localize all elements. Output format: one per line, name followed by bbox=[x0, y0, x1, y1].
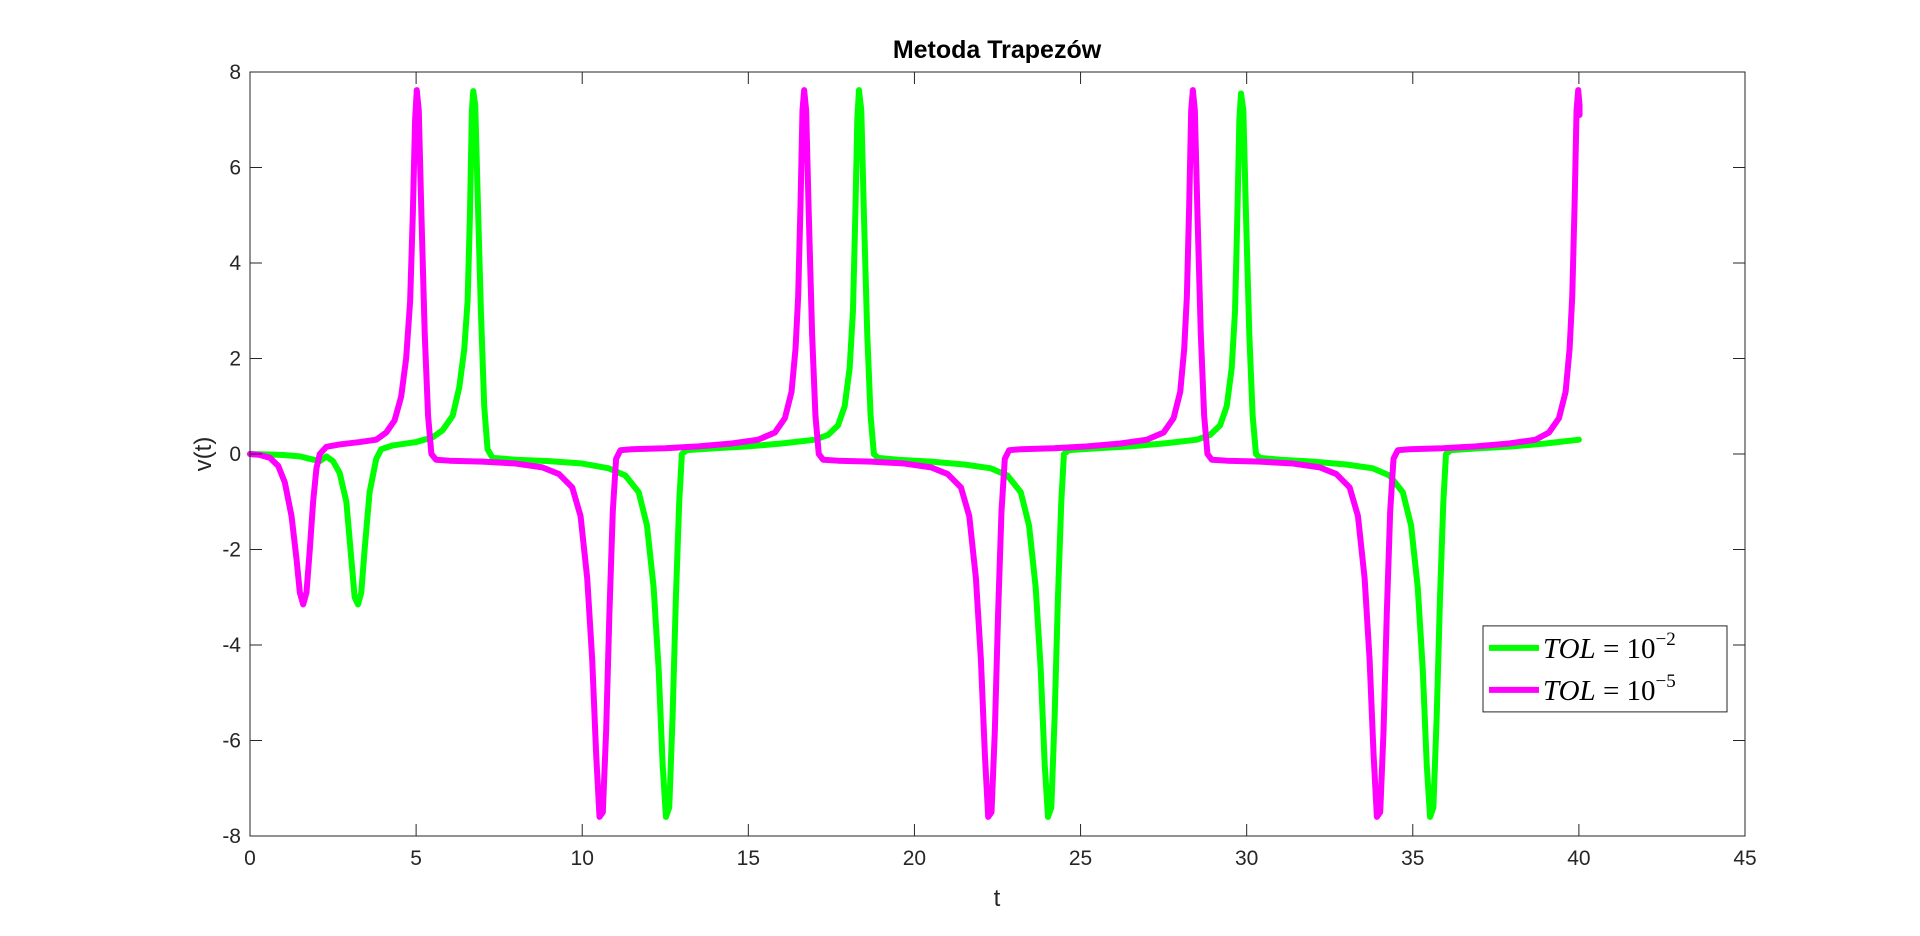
y-tick-label: -6 bbox=[222, 730, 241, 753]
legend-var: TOL bbox=[1543, 675, 1596, 707]
x-tick-label: 40 bbox=[1567, 847, 1590, 870]
y-tick-label: 0 bbox=[229, 443, 241, 466]
y-tick-label: 6 bbox=[229, 157, 241, 180]
x-tick-label: 10 bbox=[571, 847, 594, 870]
x-tick-label: 45 bbox=[1733, 847, 1756, 870]
legend-label-2: TOL = 10−5 bbox=[1543, 671, 1676, 707]
y-axis-label: v(t) bbox=[190, 437, 217, 472]
x-tick-label: 25 bbox=[1069, 847, 1092, 870]
x-tick-label: 0 bbox=[244, 847, 256, 870]
series-layer bbox=[247, 87, 1583, 820]
legend-base: 10 bbox=[1627, 633, 1656, 665]
x-tick-label: 5 bbox=[410, 847, 422, 870]
legend-exponent: −5 bbox=[1656, 671, 1676, 692]
chart-title: Metoda Trapezów bbox=[893, 36, 1102, 64]
y-tick-label: -2 bbox=[222, 539, 241, 562]
x-tick-label: 15 bbox=[737, 847, 760, 870]
legend-box bbox=[1482, 625, 1728, 713]
legend-equals: = bbox=[1596, 675, 1627, 707]
x-tick-label: 35 bbox=[1401, 847, 1424, 870]
legend-equals: = bbox=[1596, 633, 1627, 665]
x-tick-label: 20 bbox=[903, 847, 926, 870]
y-tick-label: 2 bbox=[229, 348, 241, 371]
y-tick-label: 8 bbox=[229, 61, 241, 84]
y-tick-label: -4 bbox=[222, 634, 241, 657]
y-tick-label: -8 bbox=[222, 825, 241, 848]
legend-label-1: TOL = 10−2 bbox=[1543, 629, 1676, 665]
legend-exponent: −2 bbox=[1656, 629, 1676, 650]
series-line-1 bbox=[247, 87, 1582, 820]
legend-var: TOL bbox=[1543, 633, 1596, 665]
tick-layer: 0 5 10 15 20 25 30 35 40 45 -8 -6 -4 -2 0 2 4 6 8 bbox=[222, 61, 1756, 870]
y-tick-label: 4 bbox=[229, 252, 241, 275]
x-axis-label: t bbox=[994, 885, 1001, 912]
x-tick-label: 30 bbox=[1235, 847, 1258, 870]
legend-base: 10 bbox=[1627, 675, 1656, 707]
series-line-2 bbox=[247, 87, 1583, 820]
